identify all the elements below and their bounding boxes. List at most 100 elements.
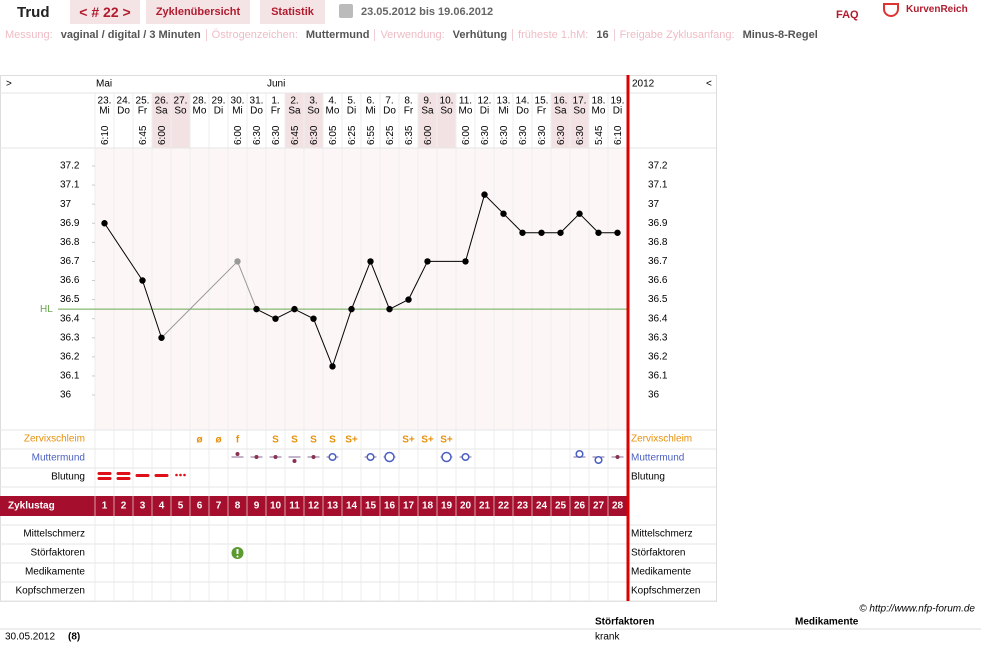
- weekday-label: Sa: [288, 106, 301, 117]
- cycle-day: 22: [498, 501, 510, 512]
- y-tick-label: 37.1: [60, 180, 80, 191]
- mucus-symbol: S: [310, 435, 317, 446]
- footer-col: Medikamente: [795, 617, 859, 628]
- cycle-band: [0, 496, 627, 516]
- temperature-point: [538, 229, 545, 236]
- temperature-point: [500, 210, 507, 217]
- weekday-label: Fr: [271, 106, 281, 117]
- row-label: Mittelschmerz: [631, 529, 693, 540]
- mucus-symbol: ø: [196, 435, 203, 446]
- bleeding-icon: [179, 473, 182, 477]
- time-label: 6:30: [575, 125, 586, 145]
- cycle-day: 28: [612, 501, 624, 512]
- date-label: 12.: [478, 96, 492, 107]
- date-label: 6.: [366, 96, 374, 107]
- date-label: 10.: [440, 96, 454, 107]
- row-label: Zervixschleim: [24, 434, 85, 445]
- connector: [294, 308, 314, 320]
- faq-link[interactable]: FAQ: [836, 9, 859, 21]
- bleeding-icon: [116, 472, 131, 475]
- mucus-symbol: S: [272, 435, 279, 446]
- weekend-shade: [152, 93, 171, 148]
- year: 2012: [632, 79, 655, 90]
- connector: [465, 194, 485, 262]
- footer-col: Störfaktoren: [595, 617, 654, 628]
- time-label: 6:30: [518, 125, 529, 145]
- connector: [408, 261, 428, 300]
- date-label: 25.: [136, 96, 150, 107]
- y-tick-label: 36.6: [60, 275, 80, 286]
- cervix-icon: [328, 452, 337, 462]
- settings: Messung: vaginal / digital / 3 Minuten Öst…: [5, 29, 823, 41]
- month-label: Juni: [267, 79, 285, 90]
- month-label: Mai: [96, 79, 112, 90]
- temperature-point: [405, 296, 412, 303]
- print-icon[interactable]: [339, 4, 353, 18]
- y-tick-label: 36.9: [648, 218, 668, 229]
- cycle-day: 14: [346, 501, 358, 512]
- connector: [161, 261, 238, 339]
- date-label: 19.: [611, 96, 625, 107]
- footer-date: 30.05.2012: [5, 632, 55, 643]
- cycle-day: 12: [308, 501, 320, 512]
- date-label: 1.: [271, 96, 279, 107]
- date-label: 4.: [328, 96, 336, 107]
- tab[interactable]: Zyklenübersicht: [146, 0, 250, 24]
- cycle-nav[interactable]: < # 22 >: [70, 0, 140, 24]
- row-label: Medikamente: [25, 567, 85, 578]
- temperature-point: [234, 258, 241, 265]
- time-label: 6:05: [328, 125, 339, 145]
- setting-value: Verhütung: [452, 29, 508, 41]
- cervix-icon: [235, 452, 240, 456]
- temperature-point: [424, 258, 431, 265]
- row-label: Kopfschmerzen: [16, 586, 85, 597]
- connector: [579, 213, 599, 234]
- cycle-day: 24: [536, 501, 548, 512]
- mucus-symbol: S+: [421, 435, 434, 446]
- date-label: 23.: [98, 96, 112, 107]
- weekday-label: So: [174, 106, 187, 117]
- bleeding-icon: [97, 472, 112, 475]
- connector: [104, 222, 143, 281]
- y-tick-label: 36.6: [648, 275, 668, 286]
- cycle-day: 7: [216, 501, 222, 512]
- tab[interactable]: Statistik: [260, 0, 325, 24]
- bleeding-icon: [154, 474, 169, 477]
- disturbance-icon: [236, 549, 239, 554]
- time-label: 6:45: [138, 125, 149, 145]
- row-label: Mittelschmerz: [23, 529, 85, 540]
- setting-value: vaginal / digital / 3 Minuten: [60, 29, 201, 41]
- weekday-label: Mo: [592, 106, 606, 117]
- temperature-point: [462, 258, 469, 265]
- temperature-point: [367, 258, 374, 265]
- y-tick-label: 36.1: [60, 371, 80, 382]
- setting: Freigabe Zyklusanfang: Minus-8-Regel: [613, 29, 823, 41]
- logo[interactable]: KurvenReich: [906, 4, 968, 15]
- date-label: 30.: [231, 96, 245, 107]
- temperature-point: [101, 220, 108, 227]
- copyright: © http://www.nfp-forum.de: [859, 604, 975, 615]
- setting-label: Verwendung:: [380, 29, 445, 41]
- y-tick-label: 36.3: [648, 332, 668, 343]
- cervix-icon: [441, 451, 452, 463]
- y-tick-label: 37.2: [60, 161, 80, 172]
- time-label: 6:30: [271, 125, 282, 145]
- temperature-point: [310, 315, 317, 322]
- time-label: 6:10: [613, 125, 624, 145]
- connector: [256, 308, 276, 320]
- weekday-label: Fr: [138, 106, 148, 117]
- disturbance-icon: [236, 555, 239, 558]
- cycle-day: 13: [327, 501, 339, 512]
- y-tick-label: 36.5: [648, 294, 668, 305]
- y-tick-label: 36.2: [60, 351, 80, 362]
- y-tick-label: 37: [60, 199, 72, 210]
- time-label: 6:55: [366, 125, 377, 145]
- weekend-shade: [570, 93, 589, 148]
- mucus-symbol: S: [291, 435, 298, 446]
- connector: [332, 308, 352, 367]
- temperature-point: [253, 305, 260, 313]
- connector: [275, 308, 295, 320]
- weekday-label: Mo: [193, 106, 207, 117]
